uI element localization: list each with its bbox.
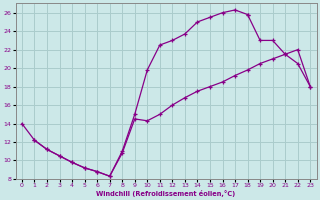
X-axis label: Windchill (Refroidissement éolien,°C): Windchill (Refroidissement éolien,°C): [96, 190, 236, 197]
